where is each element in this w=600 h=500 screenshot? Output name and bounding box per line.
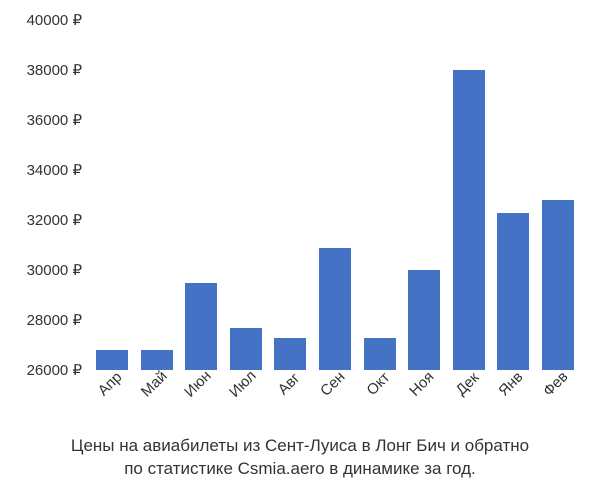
bar xyxy=(141,350,173,370)
y-tick-label: 36000 ₽ xyxy=(27,111,82,129)
x-tick-label: Апр xyxy=(95,369,126,400)
x-tick-label: Дек xyxy=(452,369,482,399)
bar xyxy=(230,328,262,371)
bar xyxy=(453,70,485,370)
x-tick-label: Фев xyxy=(540,368,572,400)
bar xyxy=(364,338,396,371)
y-axis: 26000 ₽28000 ₽30000 ₽32000 ₽34000 ₽36000… xyxy=(0,20,90,370)
bar xyxy=(185,283,217,371)
x-tick-label: Янв xyxy=(495,368,526,399)
x-tick-label: Июл xyxy=(226,367,260,401)
chart-caption-line1: Цены на авиабилеты из Сент-Луиса в Лонг … xyxy=(0,435,600,458)
y-tick-label: 28000 ₽ xyxy=(27,311,82,329)
x-tick-label: Май xyxy=(138,368,171,401)
bar xyxy=(96,350,128,370)
chart-caption-line2: по статистике Csmia.aero в динамике за г… xyxy=(0,458,600,481)
y-tick-label: 32000 ₽ xyxy=(27,211,82,229)
x-tick-label: Авг xyxy=(275,370,304,399)
y-tick-label: 26000 ₽ xyxy=(27,361,82,379)
y-tick-label: 30000 ₽ xyxy=(27,261,82,279)
bar xyxy=(497,213,529,371)
bar xyxy=(408,270,440,370)
x-tick-label: Июн xyxy=(182,367,215,400)
bars-container xyxy=(90,20,580,370)
x-tick-label: Окт xyxy=(363,369,393,399)
x-tick-label: Ноя xyxy=(406,368,437,399)
x-tick-label: Сен xyxy=(317,368,348,399)
x-axis: Апр Май Июн Июл Авг Сен Окт Ноя Дек Янв Фев xyxy=(90,370,580,430)
y-tick-label: 34000 ₽ xyxy=(27,161,82,179)
bar xyxy=(274,338,306,371)
y-tick-label: 40000 ₽ xyxy=(27,11,82,29)
bar xyxy=(542,200,574,370)
bar xyxy=(319,248,351,371)
y-tick-label: 38000 ₽ xyxy=(27,61,82,79)
price-chart: 26000 ₽ 28000 ₽ 30000 ₽ 32000 ₽ 34000 ₽ 36000… xyxy=(0,0,600,500)
plot-area xyxy=(90,20,580,370)
